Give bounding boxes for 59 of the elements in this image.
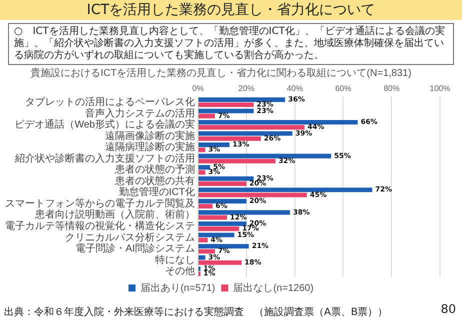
y-tick-label: クリニカルパス分析システム [65,231,195,244]
bar [198,244,249,249]
bar [198,192,307,198]
y-tick-label: 患者の状態の予測 [114,164,195,176]
y-tick-label: 電子カルテ等情報の視覚化・構造化システ [5,220,195,232]
bar [198,108,254,114]
x-tick-label: 0% [192,84,204,94]
chart-subtitle: 貴施設におけるICTを活用した業務の見直し・省力化に関わる取組について(N=1,831) [30,66,412,79]
bar [198,142,230,148]
bar [198,114,215,118]
chart-title: ICTを活用した業務の見直し・省力化について [0,0,462,20]
y-tick-label: スマートフォン等からの電子カルテ閲覧及 [5,197,195,210]
text: ○ ICTを活用した業務見直し内容として、「勤怠管理のICT化」、「ビデオ通話による会議の実施」、「紹介状や診断書の入力支援ソフトの活用」が多く、また、地域医療体制確保を届出ている病院の方がいずれの取組についても実施している割合が高かった。 [8,23,454,65]
x-tick-label: 40% [286,84,303,94]
source-note: 出典：令和６年度入院・外来医療等における実態調査 （施設調査票（A票、B票）） [4,306,388,319]
bar [198,165,210,170]
bar [198,249,215,254]
bar [198,154,332,158]
y-tick-label: 患者向け説明動画（入院前、術前） [34,208,195,221]
bar [198,120,358,125]
bar [198,158,276,164]
text: 80 [440,302,456,316]
bar [198,210,290,215]
y-tick-label: 患者の状態の共有 [114,174,195,187]
bar [198,238,208,242]
bar [198,221,246,226]
y-tick-label: その他 [165,265,195,278]
y-tick-label: 紹介状や診断書の入力支援ソフトの活用 [14,152,195,164]
bar [198,170,206,175]
y-tick-label: 電子問診・AI問診システム [76,242,195,255]
y-tick-label: ビデオ通話（Web形式）による会議の実 [14,118,195,131]
legend-label: 届出なし(n=1260) [233,282,314,294]
bar [198,260,242,265]
y-tick-label: 遠隔病理診断の実施 [105,141,195,154]
bar [198,97,286,102]
bar [198,232,234,238]
bar [198,125,304,130]
bar [198,198,246,204]
bar [198,136,261,141]
y-tick-label: 特になし [155,254,195,266]
bar [198,131,292,136]
x-tick-label: 60% [335,84,352,94]
y-tick-label: 勤怠管理のICT化 [118,186,195,198]
bar [198,176,254,181]
y-tick-label: タブレットの活用によるペーパレス化 [25,96,195,108]
bar [198,204,213,209]
bar [198,148,206,152]
bar [198,181,246,186]
x-tick-label: 20% [238,84,254,94]
bar [198,102,254,108]
bar [198,255,206,260]
y-tick-label: 音声入力システムの活用 [85,107,195,120]
x-tick-label: 80% [384,84,400,94]
x-tick-label: 100% [430,84,450,94]
bar [198,188,372,192]
legend-label: 届出あり(n=571) [140,282,216,294]
bar [198,215,228,220]
bar [198,226,240,232]
y-tick-label: 遠隔画像診断の実施 [105,130,195,142]
